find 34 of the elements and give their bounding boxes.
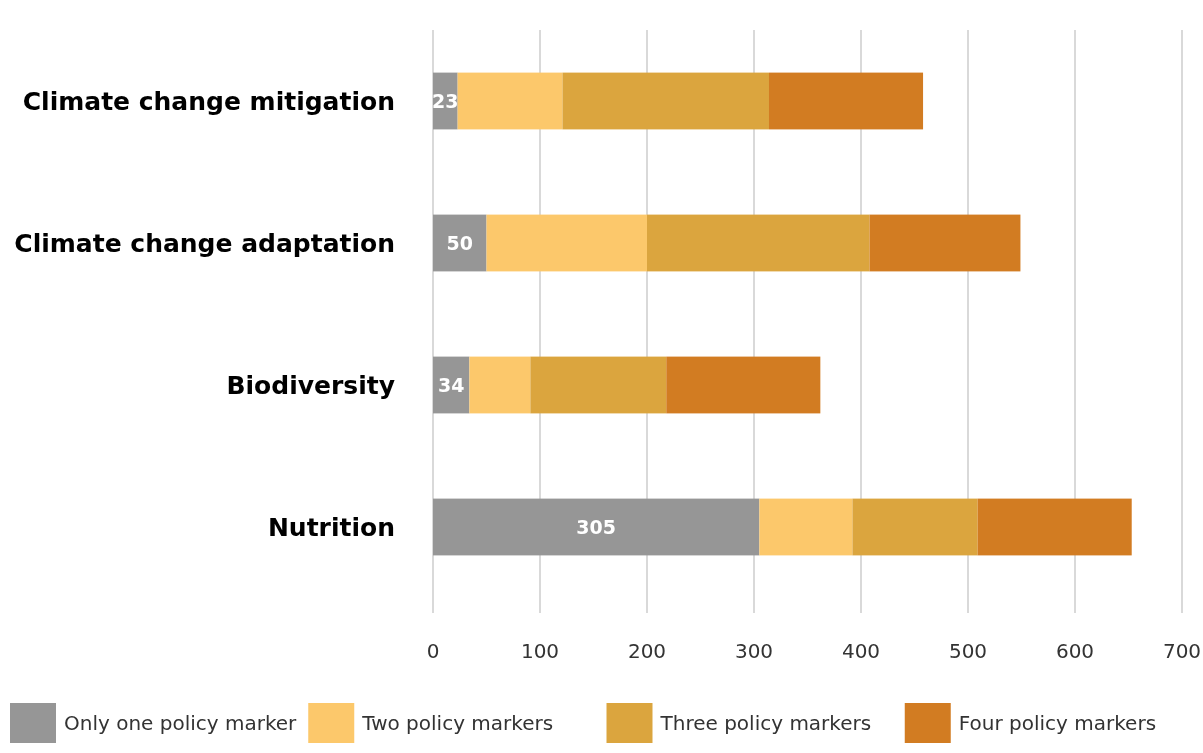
- x-tick-label: 100: [520, 639, 560, 663]
- bar: [768, 72, 924, 130]
- legend-label: Only one policy marker: [64, 711, 298, 735]
- y-tick-label: Biodiversity: [226, 370, 395, 400]
- bar: [433, 498, 760, 556]
- legend-label: Two policy markers: [361, 711, 554, 735]
- bar: [530, 356, 667, 414]
- bar: [852, 498, 978, 556]
- legend-label: Four policy markers: [958, 711, 1157, 735]
- x-tick-label: 400: [841, 639, 881, 663]
- x-tick-label: 300: [734, 639, 774, 663]
- y-tick-label: Nutrition: [267, 512, 395, 542]
- data-label: 34: [437, 373, 465, 396]
- x-tick-label: 0: [426, 639, 440, 663]
- legend-label: Three policy markers: [659, 711, 872, 735]
- x-tick-label: 500: [948, 639, 988, 663]
- x-tick-label: 600: [1055, 639, 1095, 663]
- x-tick-label: 200: [627, 639, 667, 663]
- data-label: 50: [446, 231, 473, 254]
- x-tick-label: 700: [1162, 639, 1202, 663]
- bar: [759, 498, 853, 556]
- bar: [486, 214, 647, 272]
- bar: [666, 356, 821, 414]
- bar: [562, 72, 769, 130]
- bar: [433, 214, 487, 272]
- y-tick-label: Climate change mitigation: [22, 86, 395, 116]
- bar: [457, 72, 563, 130]
- bar: [647, 214, 870, 272]
- data-label: 305: [576, 515, 617, 538]
- bar: [869, 214, 1021, 272]
- data-label: 23: [432, 89, 459, 112]
- bar: [469, 356, 531, 414]
- bar: [977, 498, 1132, 556]
- y-tick-label: Climate change adaptation: [14, 228, 395, 258]
